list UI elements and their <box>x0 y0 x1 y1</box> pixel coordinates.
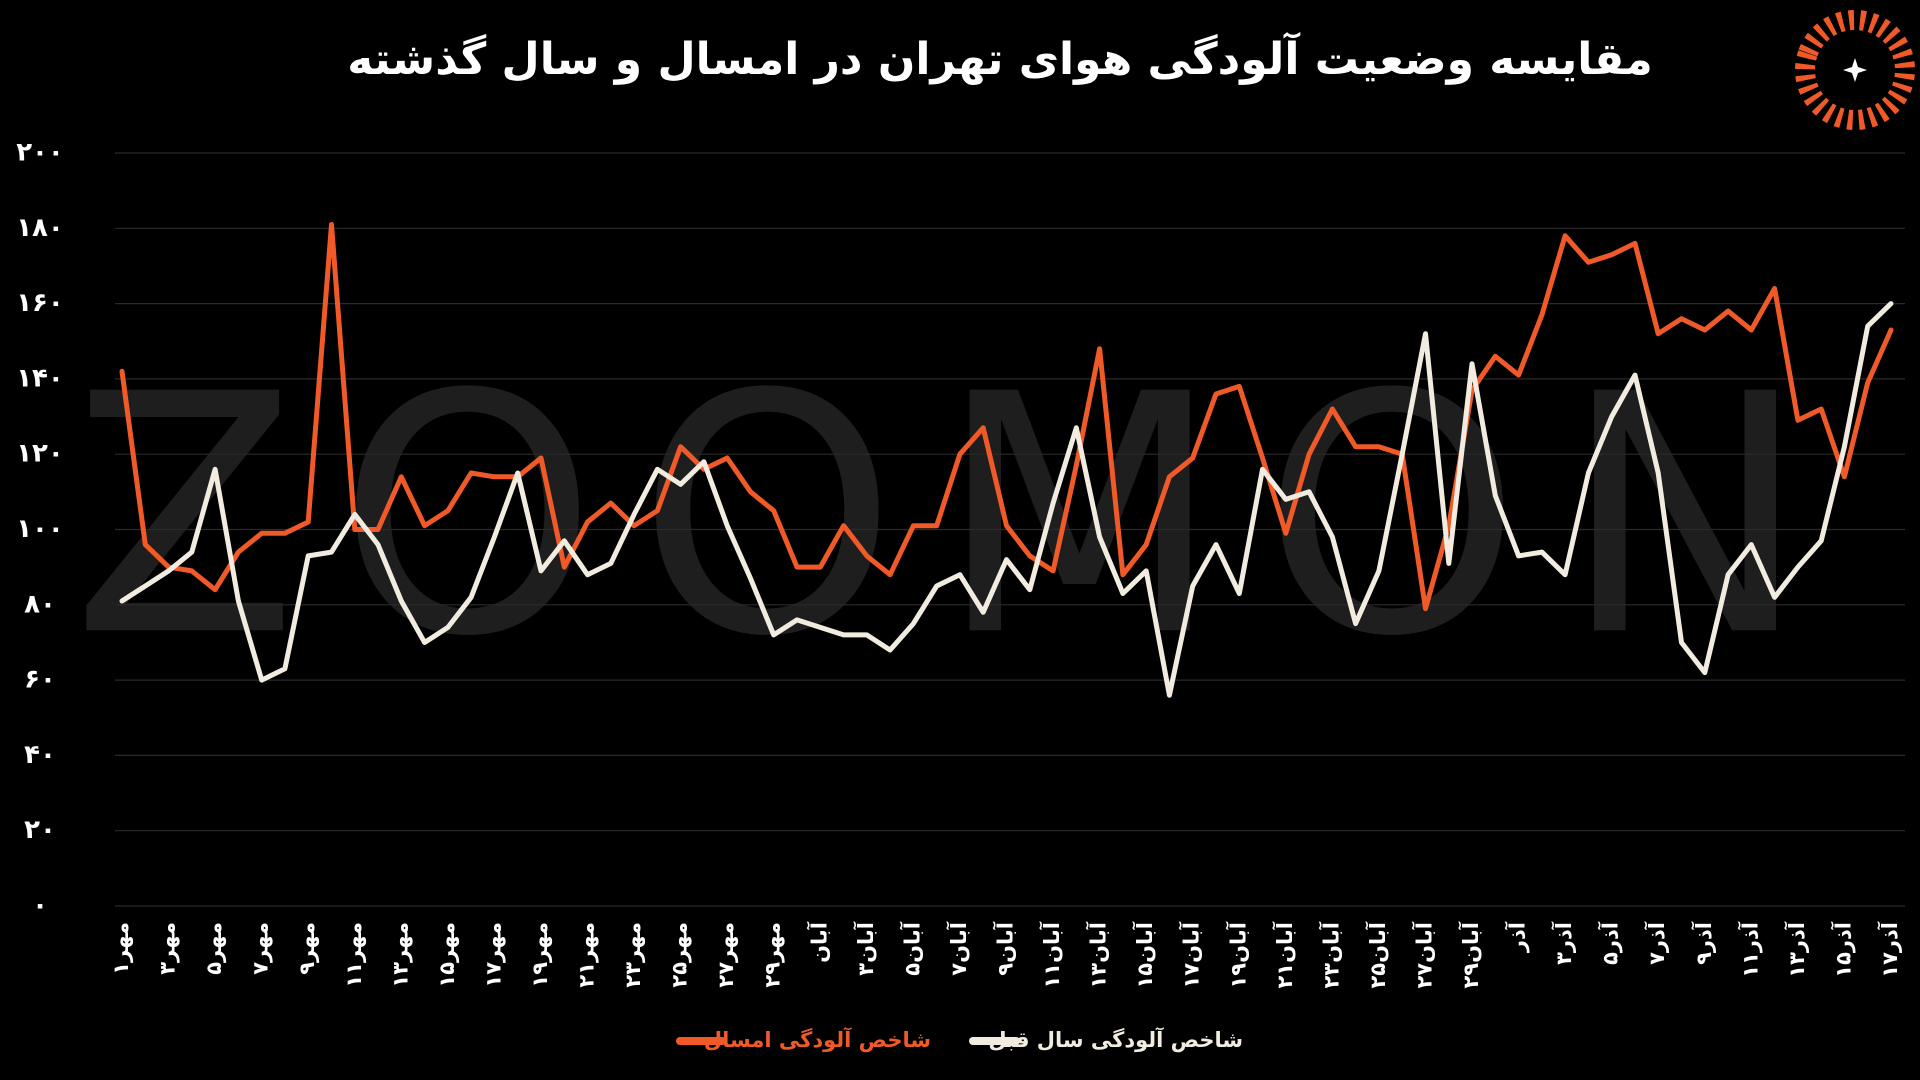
y-tick-label: ۱۲۰ <box>16 439 64 469</box>
x-tick-label: ۳آذر <box>1551 921 1576 965</box>
x-tick-label: آذر <box>1505 921 1530 953</box>
x-tick-label: ۲۹آبان <box>1458 921 1483 988</box>
logo-rays <box>1795 10 1915 130</box>
y-tick-label: ۴۰ <box>24 740 56 770</box>
x-tick-label: ۲۷آبان <box>1411 921 1436 988</box>
x-tick-label: ۱۵مهر <box>435 922 459 988</box>
legend: شاخص آلودگی امسال شاخص آلودگی سال قبل <box>676 1027 1243 1052</box>
x-tick-label: ۱۷مهر <box>481 922 505 988</box>
y-tick-label: ۱۶۰ <box>16 288 64 318</box>
logo <box>1795 10 1915 130</box>
x-tick-label: ۵آذر <box>1598 921 1623 965</box>
y-tick-label: ۱۸۰ <box>16 213 64 243</box>
x-tick-label: ۱مهر <box>109 922 133 975</box>
y-tick-label: ۲۰۰ <box>16 138 64 168</box>
y-tick-label: ۲۰ <box>24 815 56 845</box>
x-tick-label: ۹آذر <box>1691 921 1716 965</box>
logo-star <box>1843 58 1867 82</box>
x-tick-label: ۲۵مهر <box>668 922 692 988</box>
x-tick-label: ۷آبان <box>946 921 971 976</box>
watermark: ZOOMON <box>72 324 1849 708</box>
x-tick-label: ۹آبان <box>993 921 1018 976</box>
series-line <box>119 222 1894 612</box>
y-tick-label: ۱۴۰ <box>16 363 64 393</box>
legend-label: شاخص آلودگی امسال <box>704 1027 931 1052</box>
x-tick-label: ۷آذر <box>1644 921 1669 965</box>
x-tick-label: ۱۳مهر <box>388 922 412 988</box>
x-tick-label: ۱۹مهر <box>528 922 552 988</box>
y-tick-label: ۰ <box>32 891 48 921</box>
legend-label: شاخص آلودگی سال قبل <box>988 1027 1243 1052</box>
x-tick-label: ۱۷آذر <box>1877 921 1902 978</box>
x-tick-label: ۵مهر <box>202 922 226 975</box>
x-tick-label: ۱۱آبان <box>1039 921 1064 988</box>
x-tick-label: ۱۵آذر <box>1830 921 1855 978</box>
x-tick-label: آبان <box>806 921 831 963</box>
x-tick-label: ۲۳مهر <box>621 922 645 988</box>
x-tick-label: ۳آبان <box>853 921 878 976</box>
x-tick-label: ۱۳آذر <box>1784 921 1809 978</box>
x-tick-label: ۲۱آبان <box>1272 921 1297 988</box>
x-tick-label: ۱۱آذر <box>1737 921 1762 978</box>
x-tick-label: ۱۳آبان <box>1086 921 1111 988</box>
x-tick-label: ۲۵آبان <box>1365 921 1390 988</box>
y-tick-label: ۶۰ <box>24 665 56 695</box>
x-tick-label: ۲۷مهر <box>714 922 738 988</box>
y-tick-label: ۱۰۰ <box>16 514 64 544</box>
x-tick-label: ۱۷آبان <box>1179 921 1204 988</box>
x-tick-label: ۷مهر <box>249 922 273 975</box>
x-tick-label: ۲۱مهر <box>575 922 599 988</box>
series-line <box>119 301 1894 698</box>
x-tick-label: ۵آبان <box>899 921 924 976</box>
x-tick-label: ۱۱مهر <box>342 922 366 988</box>
y-tick-label: ۸۰ <box>24 589 56 619</box>
x-tick-label: ۳مهر <box>156 922 180 975</box>
x-tick-label: ۱۹آبان <box>1225 921 1250 988</box>
x-tick-label: ۲۹مهر <box>761 922 785 988</box>
x-tick-label: ۱۵آبان <box>1132 921 1157 988</box>
x-tick-label: ۹مهر <box>295 922 319 975</box>
chart-title: مقایسه وضعیت آلودگی هوای تهران در امسال … <box>347 31 1652 85</box>
x-tick-label: ۲۳آبان <box>1318 921 1343 988</box>
